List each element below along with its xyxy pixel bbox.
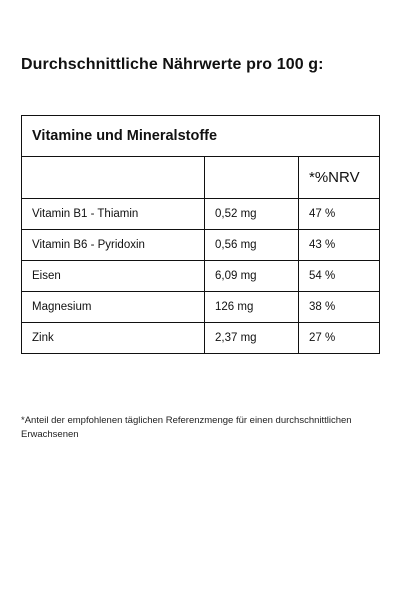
nutrient-name: Magnesium <box>21 291 205 323</box>
table-row: Vitamin B6 - Pyridoxin 0,56 mg 43 % <box>21 229 381 261</box>
table-header-row: *%NRV <box>21 156 381 199</box>
nutrient-name: Eisen <box>21 260 205 292</box>
footnote: *Anteil der empfohlenen täglichen Refere… <box>21 415 352 440</box>
nutrient-nrv: 43 % <box>297 229 381 261</box>
table-row: Zink 2,37 mg 27 % <box>21 322 381 354</box>
nutrient-nrv: 54 % <box>297 260 381 292</box>
nutrient-amount: 2,37 mg <box>204 322 299 354</box>
table-row: Eisen 6,09 mg 54 % <box>21 260 381 292</box>
table-row: Magnesium 126 mg 38 % <box>21 291 381 323</box>
nutrient-amount: 0,52 mg <box>204 198 299 230</box>
header-cell-amount <box>204 156 299 199</box>
nutrient-name: Vitamin B6 - Pyridoxin <box>21 229 205 261</box>
nutrient-name: Vitamin B1 - Thiamin <box>21 198 205 230</box>
table-title: Vitamine und Mineralstoffe <box>20 115 381 157</box>
nutrient-amount: 6,09 mg <box>204 260 299 292</box>
page-title: Durchschnittliche Nährwerte pro 100 g: <box>21 56 324 73</box>
nutrient-name: Zink <box>21 322 205 354</box>
nutrition-table: Vitamine und Mineralstoffe *%NRV Vitamin… <box>20 115 381 354</box>
header-cell-nutrient <box>21 156 205 199</box>
table-title-row: Vitamine und Mineralstoffe <box>20 115 381 157</box>
nutrient-nrv: 38 % <box>297 291 381 323</box>
table-row: Vitamin B1 - Thiamin 0,52 mg 47 % <box>21 198 381 230</box>
nutrient-amount: 126 mg <box>204 291 299 323</box>
nutrient-nrv: 47 % <box>297 198 381 230</box>
nutrient-amount: 0,56 mg <box>204 229 299 261</box>
nutrient-nrv: 27 % <box>297 322 381 354</box>
header-cell-nrv: *%NRV <box>297 156 381 199</box>
